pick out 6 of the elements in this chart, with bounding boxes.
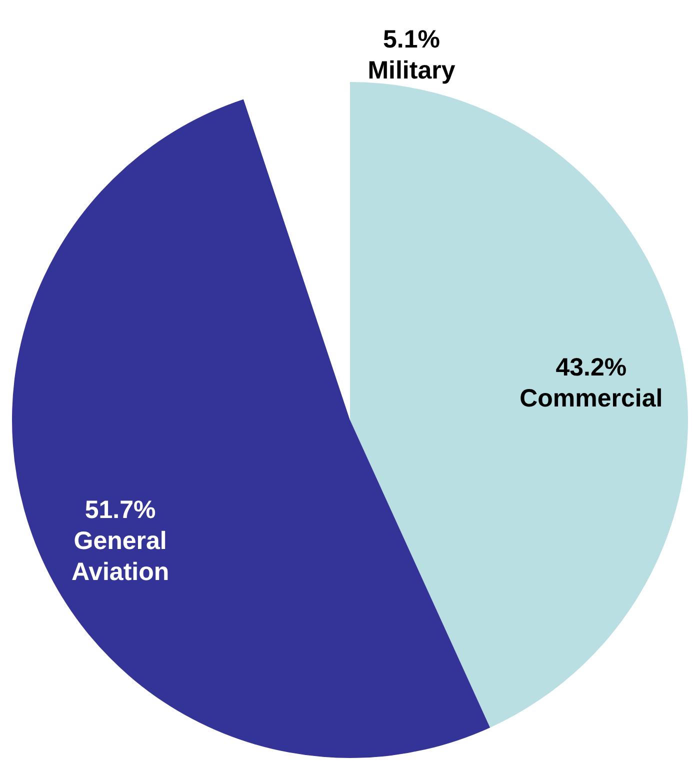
slice-label: Commercial xyxy=(520,384,663,413)
data-label: 51.7% xyxy=(84,496,156,524)
slice-label: Military xyxy=(368,56,456,85)
data-label: 43.2% xyxy=(556,354,627,382)
data-label: 5.1% xyxy=(382,26,440,54)
slice-label: General Aviation xyxy=(71,527,170,586)
